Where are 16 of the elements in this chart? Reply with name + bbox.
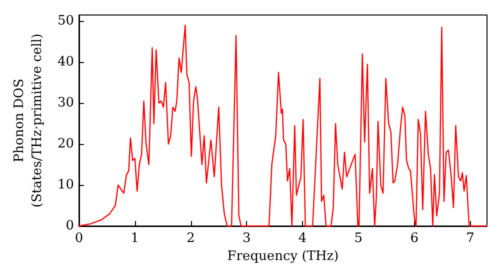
y-tick-label: 50 [57, 14, 74, 29]
x-axis-title: Frequency (THz) [227, 249, 339, 264]
y-tick-label: 40 [57, 54, 74, 70]
x-tick-label: 3 [242, 231, 251, 246]
x-tick-label: 7 [466, 231, 474, 246]
y-tick-label: 10 [57, 178, 74, 193]
y-tick-label: 30 [57, 96, 74, 111]
x-tick-label: 1 [130, 231, 140, 246]
x-tick-label: 4 [298, 231, 307, 246]
x-tick-label: 2 [186, 231, 195, 246]
x-tick-label: 5 [354, 231, 363, 246]
x-tick-label: 6 [410, 231, 418, 246]
x-tick-label: 0 [74, 231, 84, 246]
y-tick-label: 0 [66, 218, 74, 234]
y-tick-label: 20 [57, 136, 74, 152]
y-axis-title: Phonon DOS (States/THz·primitive cell) [12, 33, 46, 208]
